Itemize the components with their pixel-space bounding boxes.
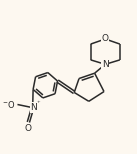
Text: N: N — [30, 103, 37, 112]
Text: O: O — [25, 124, 32, 133]
Text: N: N — [102, 60, 109, 69]
Text: $^{+}$: $^{+}$ — [36, 100, 41, 105]
Text: $^{-}$O: $^{-}$O — [2, 99, 15, 110]
Text: O: O — [102, 34, 109, 43]
